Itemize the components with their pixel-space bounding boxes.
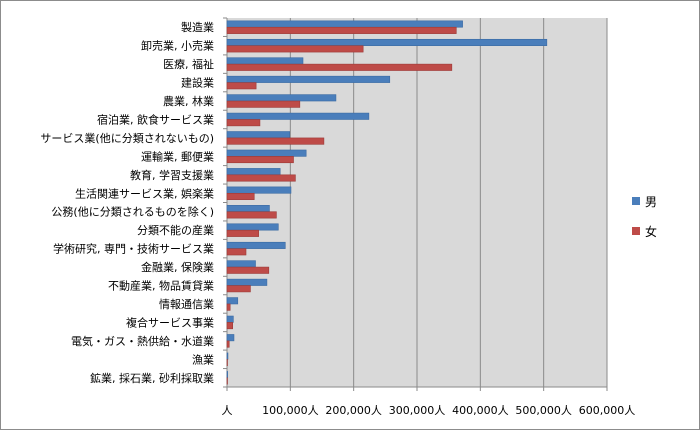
bar-male	[226, 278, 268, 286]
category-label: 漁業	[192, 352, 214, 366]
category-label: 公務(他に分類されるものを除く)	[51, 205, 214, 219]
category-label: 学術研究, 専門・技術サービス業	[53, 242, 214, 256]
bar-female	[226, 63, 453, 71]
category-label: 宿泊業, 飲食サービス業	[97, 112, 214, 126]
bar-male	[226, 205, 270, 213]
bar-female	[226, 340, 230, 348]
bar-female	[226, 229, 259, 237]
category-label: 複合サービス事業	[126, 315, 214, 329]
category-label: 情報通信業	[159, 298, 214, 311]
bar-female	[226, 322, 233, 330]
bar-male	[226, 352, 229, 360]
category-label: 卸売業, 小売業	[141, 39, 214, 53]
category-label: 建設業	[181, 76, 214, 90]
x-tick-label: 300,000人	[389, 404, 446, 417]
legend-label-female: 女	[645, 224, 657, 239]
category-label: 教育, 学習支援業	[130, 168, 214, 182]
bar-female	[226, 119, 261, 127]
bar-female	[226, 137, 325, 145]
legend-label-male: 男	[645, 195, 657, 209]
bar-male	[226, 260, 256, 268]
x-tick-label: 400,000人	[452, 404, 509, 417]
bar-male	[226, 20, 463, 28]
bar-female	[226, 45, 364, 53]
x-tick-label: 600,000人	[579, 404, 636, 417]
bar-male	[226, 75, 391, 83]
x-tick-label: 500,000人	[515, 404, 572, 417]
category-label: 電気・ガス・熱供給・水道業	[71, 334, 214, 348]
bar-female	[226, 100, 301, 108]
category-label: 農業, 林業	[163, 94, 214, 108]
bar-male	[226, 94, 337, 102]
bar-male	[226, 38, 548, 46]
x-tick-label: 100,000人	[262, 404, 319, 417]
legend-swatch-female	[632, 227, 640, 235]
x-tick-label: 200,000人	[325, 404, 382, 417]
bar-female	[226, 266, 270, 274]
bar-female	[226, 377, 228, 385]
category-label: 運輸業, 郵便業	[141, 149, 214, 163]
bar-female	[226, 26, 457, 34]
category-label: 不動産業, 物品賃貸業	[108, 279, 214, 293]
bar-female	[226, 192, 255, 200]
category-label: 金融業, 保険業	[141, 260, 214, 274]
bar-female	[226, 211, 277, 219]
bar-male	[226, 334, 235, 342]
bar-male	[226, 131, 291, 139]
bar-male	[226, 112, 370, 120]
bar-female	[226, 174, 296, 182]
bar-male	[226, 149, 307, 157]
bar-male	[226, 186, 292, 194]
bar-female	[226, 248, 247, 256]
category-label: 製造業	[181, 20, 214, 34]
bar-male	[226, 223, 279, 231]
bar-male	[226, 241, 286, 249]
bar-male	[226, 57, 304, 65]
bar-female	[226, 156, 294, 164]
bar-male	[226, 297, 239, 305]
bar-male	[226, 315, 234, 323]
category-label: 鉱業, 採石業, 砂利採取業	[90, 371, 214, 385]
category-label: 医療, 福祉	[163, 57, 214, 71]
category-label: 分類不能の産業	[137, 223, 214, 237]
bar-female	[226, 82, 257, 90]
legend-swatch-male	[632, 197, 640, 205]
category-label: 生活関連サービス業, 娯楽業	[75, 186, 214, 200]
category-label: サービス業(他に分類されないもの)	[40, 132, 214, 145]
bar-male	[226, 371, 228, 379]
bar-female	[226, 285, 251, 293]
x-tick-label: 人	[222, 404, 233, 417]
bar-female	[226, 303, 231, 311]
bar-male	[226, 168, 281, 176]
bar-female	[226, 359, 228, 367]
